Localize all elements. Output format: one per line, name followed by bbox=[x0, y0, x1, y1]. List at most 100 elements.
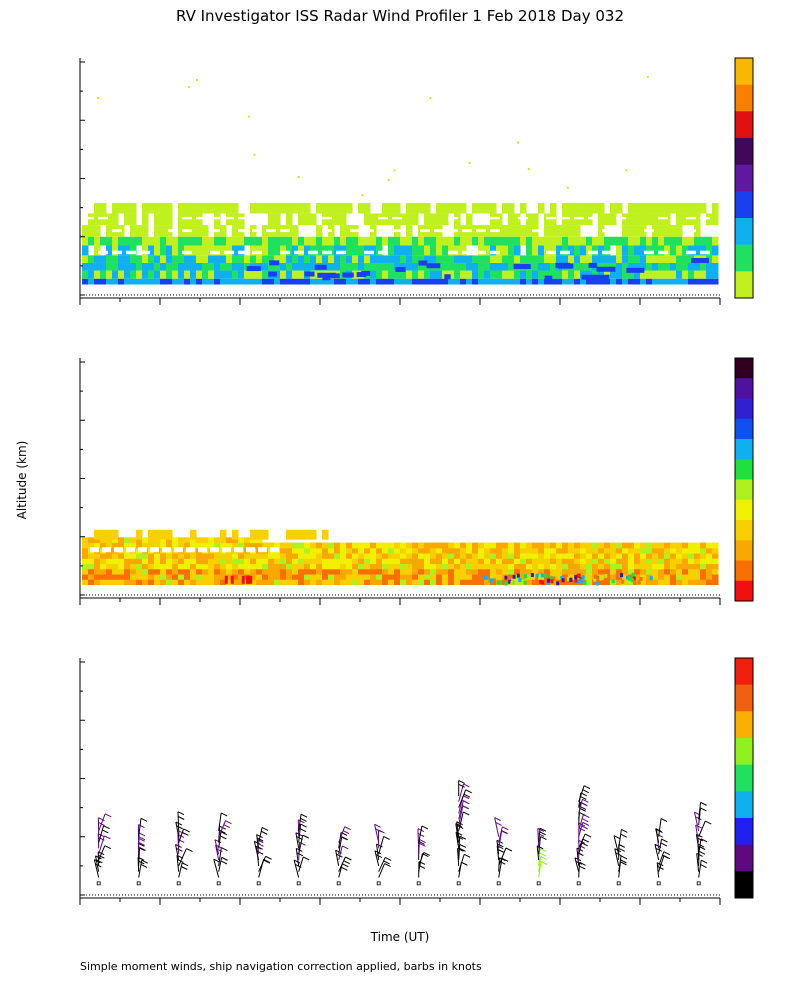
doppler-cell bbox=[382, 558, 389, 565]
snr-cell bbox=[376, 262, 383, 271]
doppler-cell bbox=[220, 558, 227, 565]
wind-barb-feather bbox=[299, 841, 306, 846]
snr-cell bbox=[388, 255, 395, 263]
doppler-cell bbox=[208, 574, 215, 580]
doppler-cell bbox=[376, 547, 383, 554]
wind-barb-feather bbox=[340, 835, 347, 840]
doppler-cell bbox=[238, 553, 245, 559]
doppler-cell bbox=[472, 568, 479, 575]
doppler-cell bbox=[346, 558, 353, 565]
doppler-cell bbox=[412, 558, 419, 565]
doppler-cell bbox=[280, 563, 287, 570]
snr-cell bbox=[466, 278, 473, 285]
snr-cell bbox=[262, 270, 269, 279]
doppler-cell bbox=[172, 542, 179, 549]
doppler-cell bbox=[334, 547, 341, 554]
doppler-cell bbox=[532, 553, 539, 559]
doppler-noise bbox=[574, 578, 578, 583]
doppler-cell bbox=[370, 579, 377, 586]
doppler-cell bbox=[106, 542, 113, 549]
snr-cell bbox=[136, 270, 143, 279]
doppler-cell bbox=[580, 553, 587, 559]
snr-cell bbox=[166, 202, 173, 214]
doppler-cell bbox=[466, 542, 473, 549]
snr-cell bbox=[694, 202, 701, 214]
doppler-noise bbox=[552, 576, 556, 581]
doppler-cell bbox=[292, 542, 299, 549]
snr-gap bbox=[686, 250, 696, 255]
snr-gap bbox=[588, 250, 598, 255]
doppler-cell bbox=[466, 579, 473, 586]
snr-cell bbox=[190, 270, 197, 279]
snr-blue-patch bbox=[691, 257, 709, 263]
doppler-cell bbox=[136, 553, 143, 559]
colorbar-frame bbox=[734, 657, 754, 899]
snr-cell bbox=[700, 245, 707, 256]
doppler-cell bbox=[358, 558, 365, 565]
wind-barb-feather bbox=[374, 823, 381, 828]
doppler-cell bbox=[118, 568, 125, 575]
doppler-cell bbox=[658, 547, 665, 554]
doppler-cell bbox=[496, 558, 503, 565]
doppler-cell bbox=[430, 579, 437, 586]
snr-cell bbox=[214, 202, 221, 214]
doppler-cell bbox=[304, 529, 311, 540]
snr-cell bbox=[622, 225, 629, 237]
doppler-cell bbox=[232, 553, 239, 559]
wind-barb bbox=[418, 852, 425, 867]
snr-cell bbox=[526, 255, 533, 263]
doppler-cell bbox=[322, 542, 329, 549]
snr-cell bbox=[298, 202, 305, 214]
doppler-cell bbox=[190, 574, 197, 580]
snr-gap bbox=[182, 250, 192, 255]
doppler-cell bbox=[502, 547, 509, 554]
doppler-cell bbox=[112, 537, 119, 544]
snr-cell bbox=[226, 245, 233, 256]
doppler-cell bbox=[154, 574, 161, 580]
doppler-cell bbox=[682, 574, 689, 580]
snr-cell bbox=[580, 255, 587, 263]
snr-cell bbox=[196, 236, 203, 246]
snr-cell bbox=[598, 245, 605, 256]
doppler-cell bbox=[652, 558, 659, 565]
doppler-cell bbox=[280, 558, 287, 565]
snr-cell bbox=[418, 270, 425, 279]
snr-cell bbox=[502, 262, 509, 271]
snr-cell bbox=[214, 236, 221, 246]
snr-cell bbox=[250, 278, 257, 285]
doppler-cell bbox=[418, 542, 425, 549]
snr-cell bbox=[358, 236, 365, 246]
doppler-cell bbox=[502, 553, 509, 559]
snr-cell bbox=[154, 278, 161, 285]
doppler-cell bbox=[508, 574, 515, 580]
doppler-cell bbox=[106, 553, 113, 559]
doppler-cell bbox=[370, 542, 377, 549]
wind-barb bbox=[536, 845, 540, 861]
snr-cell bbox=[118, 202, 125, 214]
doppler-cell bbox=[658, 579, 665, 586]
snr-cell bbox=[154, 225, 161, 237]
snr-cell bbox=[208, 202, 215, 214]
wind-barb-feather bbox=[463, 793, 471, 798]
doppler-gap bbox=[102, 547, 111, 553]
doppler-cell bbox=[130, 558, 137, 565]
snr-cell bbox=[178, 278, 185, 285]
wind-barb-feather bbox=[140, 817, 148, 822]
wind-barb-feather bbox=[660, 818, 668, 822]
doppler-cell bbox=[184, 537, 191, 544]
snr-cell bbox=[460, 202, 467, 214]
snr-cell bbox=[190, 213, 197, 226]
snr-cell bbox=[658, 255, 665, 263]
doppler-cell bbox=[586, 563, 593, 570]
snr-cell bbox=[406, 262, 413, 271]
doppler-cell bbox=[484, 568, 491, 575]
doppler-cell bbox=[682, 563, 689, 570]
snr-cell bbox=[712, 270, 719, 279]
doppler-cell bbox=[688, 574, 695, 580]
doppler-cell bbox=[634, 568, 641, 575]
doppler-cell bbox=[640, 579, 647, 586]
doppler-cell bbox=[262, 579, 269, 586]
doppler-cell bbox=[376, 579, 383, 586]
doppler-noise bbox=[504, 581, 508, 586]
snr-cell bbox=[484, 225, 491, 237]
